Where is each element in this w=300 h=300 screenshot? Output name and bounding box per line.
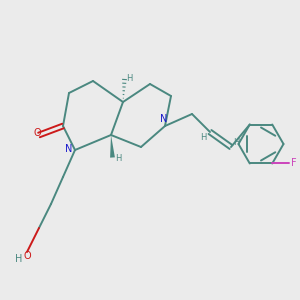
Text: H: H bbox=[200, 133, 207, 142]
Text: N: N bbox=[65, 144, 72, 154]
Polygon shape bbox=[110, 135, 115, 158]
Text: H: H bbox=[233, 138, 240, 147]
Text: O: O bbox=[23, 250, 31, 261]
Text: H: H bbox=[115, 154, 121, 163]
Text: F: F bbox=[291, 158, 297, 168]
Text: H: H bbox=[15, 254, 22, 264]
Text: O: O bbox=[34, 128, 41, 138]
Text: H: H bbox=[126, 74, 132, 82]
Text: N: N bbox=[160, 114, 167, 124]
